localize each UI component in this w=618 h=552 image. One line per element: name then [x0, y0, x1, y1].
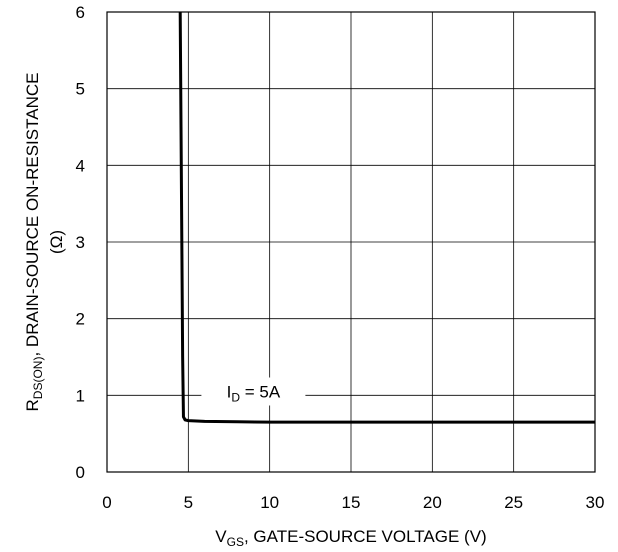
y-tick-label: 1 — [76, 386, 85, 405]
plot-frame — [106, 11, 596, 473]
x-tick-label: 5 — [184, 493, 193, 512]
x-axis-label-subscript: GS — [227, 535, 244, 549]
y-tick-label: 3 — [76, 233, 85, 252]
annotation-subscript: D — [231, 391, 240, 405]
x-axis-label-suffix: , GATE-SOURCE VOLTAGE (V) — [244, 527, 487, 546]
y-axis-label-prefix: R — [23, 399, 42, 411]
x-axis-ticks: 0 5 10 15 20 25 30 — [102, 493, 604, 512]
annotation-suffix: = 5A — [240, 383, 281, 402]
x-tick-label: 0 — [102, 493, 111, 512]
x-tick-label: 10 — [260, 493, 279, 512]
x-tick-label: 20 — [423, 493, 442, 512]
y-axis-label: RDS(ON), DRAIN-SOURCE ON-RESISTANCE — [23, 73, 45, 412]
annotation-prefix: I — [227, 383, 232, 402]
plot-area — [178, 11, 595, 424]
x-tick-label: 30 — [586, 493, 605, 512]
y-axis-label-subscript: DS(ON) — [31, 357, 45, 400]
x-tick-label: 25 — [504, 493, 523, 512]
annotation-id-label: ID = 5A — [227, 383, 281, 405]
y-tick-label: 2 — [76, 310, 85, 329]
rdson-curve — [178, 11, 595, 424]
y-axis-label-unit: (Ω) — [47, 230, 66, 254]
x-axis-label-prefix: V — [215, 527, 227, 546]
y-tick-label: 4 — [76, 156, 85, 175]
y-tick-label: 0 — [76, 463, 85, 482]
x-tick-label: 15 — [342, 493, 361, 512]
y-tick-label: 5 — [76, 80, 85, 99]
x-axis-label: VGS, GATE-SOURCE VOLTAGE (V) — [215, 527, 486, 549]
y-axis-label-suffix: , DRAIN-SOURCE ON-RESISTANCE — [23, 73, 42, 357]
y-tick-label: 6 — [76, 3, 85, 22]
y-axis-ticks: 0 1 2 3 4 5 6 — [76, 3, 85, 482]
annotation-background — [201, 377, 306, 406]
grid — [107, 12, 595, 472]
